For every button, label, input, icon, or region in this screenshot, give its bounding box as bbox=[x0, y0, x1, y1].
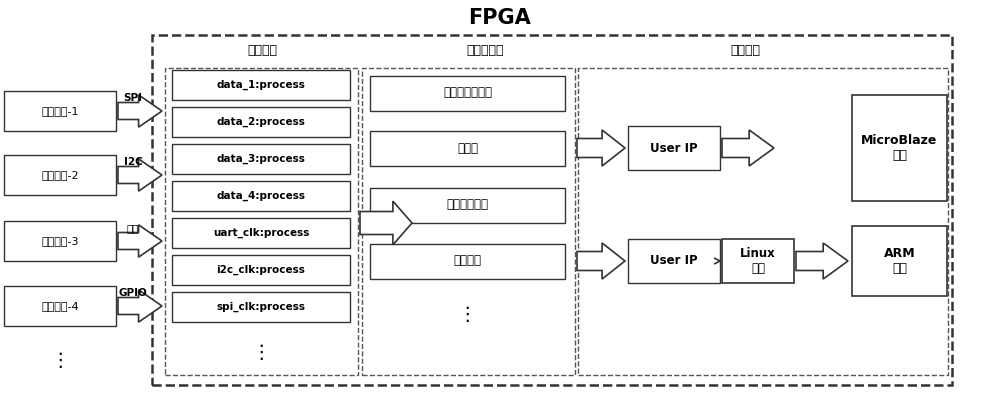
Text: User IP: User IP bbox=[650, 255, 698, 268]
Polygon shape bbox=[118, 290, 162, 322]
Bar bbox=[165, 68, 358, 375]
Text: 数据通道-1: 数据通道-1 bbox=[41, 106, 79, 116]
Bar bbox=[370, 75, 565, 110]
Bar bbox=[578, 68, 948, 375]
Text: i2c_clk:process: i2c_clk:process bbox=[217, 265, 305, 275]
Bar bbox=[152, 35, 952, 385]
Text: I2C: I2C bbox=[124, 157, 142, 167]
Bar bbox=[172, 181, 350, 211]
Text: 数据换算: 数据换算 bbox=[454, 255, 482, 268]
Text: 数据通道-2: 数据通道-2 bbox=[41, 170, 79, 180]
Polygon shape bbox=[577, 243, 625, 279]
Text: SPI: SPI bbox=[124, 93, 143, 103]
Polygon shape bbox=[722, 130, 774, 166]
Text: 预处理单元: 预处理单元 bbox=[466, 44, 504, 56]
Bar bbox=[370, 243, 565, 278]
Text: 归一化: 归一化 bbox=[457, 141, 478, 154]
Text: Linux
驱动: Linux 驱动 bbox=[740, 247, 776, 275]
Text: MicroBlaze
双核: MicroBlaze 双核 bbox=[861, 134, 938, 162]
Bar bbox=[172, 144, 350, 174]
Text: 数据通道-4: 数据通道-4 bbox=[41, 301, 79, 311]
Polygon shape bbox=[796, 243, 848, 279]
Text: 采集单元: 采集单元 bbox=[247, 44, 277, 56]
Bar bbox=[628, 126, 720, 170]
Bar bbox=[172, 255, 350, 285]
Bar bbox=[4, 155, 116, 195]
Bar bbox=[722, 239, 794, 283]
Polygon shape bbox=[118, 159, 162, 191]
Bar bbox=[172, 107, 350, 137]
Text: ⋮: ⋮ bbox=[50, 351, 70, 370]
Text: data_4:process: data_4:process bbox=[216, 191, 306, 201]
Bar bbox=[628, 239, 720, 283]
Bar bbox=[4, 91, 116, 131]
Text: FPGA: FPGA bbox=[469, 8, 531, 28]
Bar bbox=[4, 221, 116, 261]
Text: ARM
双核: ARM 双核 bbox=[884, 247, 915, 275]
Text: ⋮: ⋮ bbox=[251, 343, 271, 363]
Text: 发送单元: 发送单元 bbox=[730, 44, 760, 56]
Bar bbox=[370, 131, 565, 166]
Polygon shape bbox=[360, 201, 412, 245]
Bar bbox=[370, 187, 565, 222]
Text: ⋮: ⋮ bbox=[458, 305, 477, 324]
Bar bbox=[362, 68, 575, 375]
Text: 去除首尾标志位: 去除首尾标志位 bbox=[443, 87, 492, 100]
Text: spi_clk:process: spi_clk:process bbox=[216, 302, 306, 312]
Text: 数据通道-3: 数据通道-3 bbox=[41, 236, 79, 246]
Text: data_2:process: data_2:process bbox=[217, 117, 305, 127]
Text: 异常数据清除: 异常数据清除 bbox=[446, 199, 488, 212]
Bar bbox=[852, 226, 947, 296]
Text: data_3:process: data_3:process bbox=[217, 154, 305, 164]
Polygon shape bbox=[118, 225, 162, 257]
Text: 串口: 串口 bbox=[127, 223, 139, 233]
Bar bbox=[172, 292, 350, 322]
Polygon shape bbox=[577, 130, 625, 166]
Bar bbox=[172, 70, 350, 100]
Text: uart_clk:process: uart_clk:process bbox=[213, 228, 309, 238]
Bar bbox=[4, 286, 116, 326]
Bar bbox=[172, 218, 350, 248]
Text: data_1:process: data_1:process bbox=[217, 80, 305, 90]
Polygon shape bbox=[118, 95, 162, 127]
Text: GPIO: GPIO bbox=[119, 288, 147, 298]
Text: User IP: User IP bbox=[650, 141, 698, 154]
Bar bbox=[852, 96, 947, 201]
